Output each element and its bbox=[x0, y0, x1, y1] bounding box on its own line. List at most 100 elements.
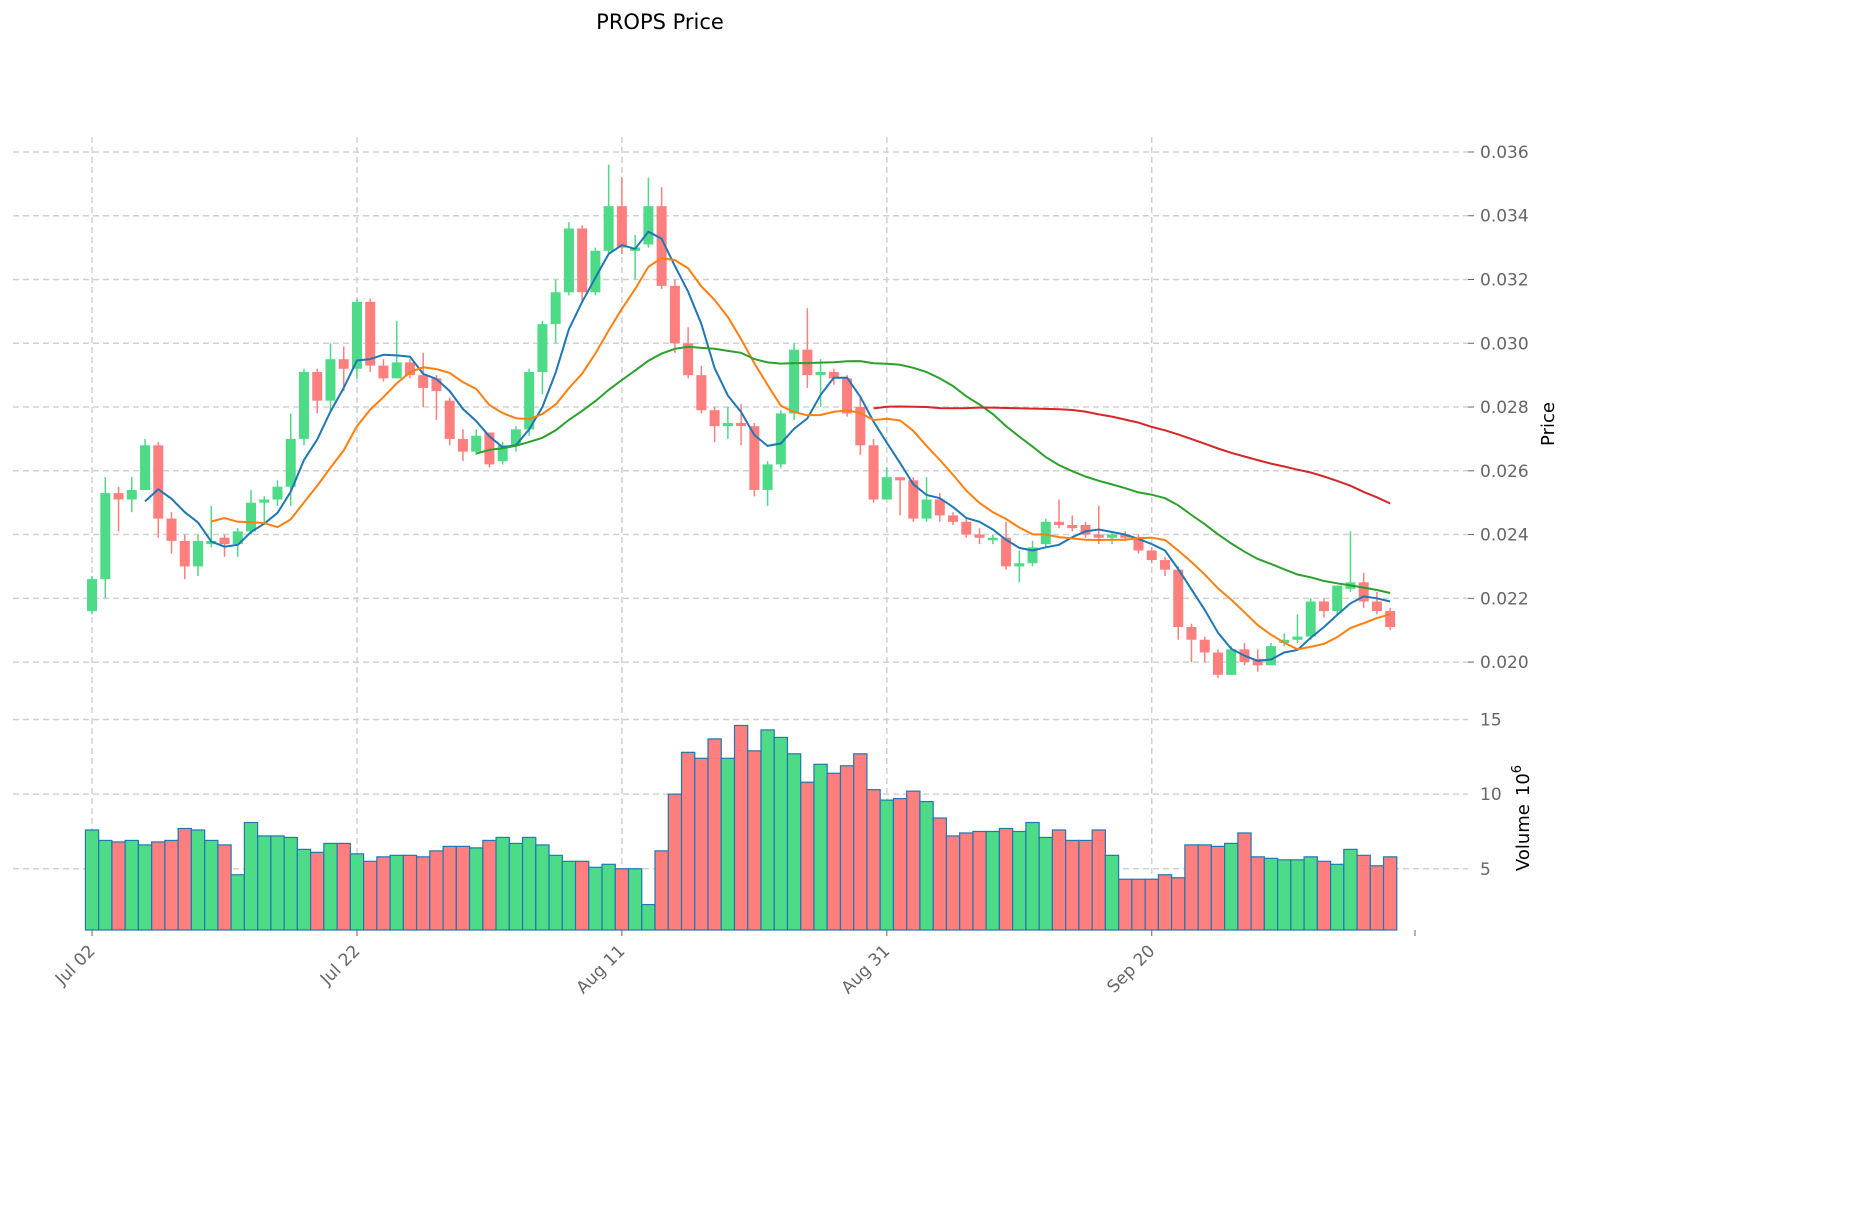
candle bbox=[1358, 572, 1369, 608]
volume-bar bbox=[760, 729, 775, 931]
volume-bar bbox=[998, 827, 1014, 931]
price-axis-ticks: 0.020 0.022 0.024 0.026 0.028 0.030 0.032 0.034… bbox=[1468, 143, 1529, 673]
volume-tick-label: 15 bbox=[1480, 710, 1502, 730]
candle bbox=[1107, 531, 1118, 545]
candle-body bbox=[153, 445, 164, 519]
volume-axis-ticks: 5 10 15 bbox=[1480, 710, 1502, 879]
candle bbox=[1027, 540, 1038, 567]
ma60-line bbox=[873, 405, 1391, 505]
x-tick-label: Sep 20 bbox=[1103, 941, 1159, 997]
volume-bar bbox=[1356, 854, 1371, 931]
volume-bar bbox=[84, 829, 100, 931]
candle bbox=[789, 343, 800, 420]
candle bbox=[457, 429, 468, 462]
volume-bar bbox=[945, 835, 961, 931]
volume-bar bbox=[654, 850, 669, 931]
candle bbox=[298, 368, 309, 446]
volume-bar bbox=[402, 854, 418, 931]
candle bbox=[1332, 585, 1343, 615]
candle bbox=[444, 397, 455, 446]
candle-body bbox=[908, 480, 919, 519]
candle bbox=[881, 467, 892, 500]
volume-bar bbox=[853, 753, 868, 931]
price-tick-label: 0.032 bbox=[1480, 271, 1529, 291]
candle bbox=[1212, 649, 1223, 679]
volume-bar bbox=[1369, 865, 1385, 931]
candle bbox=[418, 352, 429, 408]
candle bbox=[1371, 591, 1382, 615]
candle bbox=[1279, 633, 1290, 647]
candle-body bbox=[948, 515, 959, 522]
volume-bar bbox=[839, 765, 855, 931]
candle bbox=[1014, 550, 1025, 583]
volume-bar bbox=[415, 856, 431, 931]
volume-bar bbox=[1237, 832, 1252, 931]
volume-bar bbox=[548, 854, 563, 931]
candle-body bbox=[881, 477, 892, 500]
volume-bar bbox=[627, 868, 643, 931]
volume-bar bbox=[1025, 821, 1040, 931]
candle-body bbox=[378, 365, 389, 379]
candle-body bbox=[828, 371, 839, 379]
candle-body bbox=[1001, 537, 1012, 567]
candle-body bbox=[272, 486, 283, 500]
candle-body bbox=[868, 445, 879, 500]
candle-body bbox=[1040, 521, 1051, 545]
candle-body bbox=[1173, 569, 1184, 628]
candle-body bbox=[1318, 601, 1329, 612]
candle bbox=[643, 177, 654, 248]
volume-bar bbox=[561, 860, 577, 931]
volume-bar bbox=[283, 836, 298, 931]
price-tick-label: 0.036 bbox=[1480, 143, 1529, 163]
candle-body bbox=[563, 228, 574, 293]
volume-bar bbox=[217, 844, 232, 931]
candle bbox=[1385, 607, 1396, 631]
candle bbox=[630, 234, 641, 280]
volume-bar bbox=[1224, 842, 1239, 931]
candle bbox=[100, 477, 111, 599]
volume-bar bbox=[310, 851, 325, 931]
candle bbox=[193, 534, 204, 576]
volume-bar bbox=[124, 839, 140, 931]
candle-body bbox=[126, 489, 137, 500]
candle bbox=[961, 518, 972, 538]
candle-body bbox=[100, 493, 111, 580]
candle bbox=[948, 512, 959, 525]
volume-bar bbox=[972, 830, 987, 931]
volume-bar bbox=[919, 801, 934, 931]
candle-body bbox=[842, 378, 853, 414]
volume-bar bbox=[574, 860, 590, 931]
candle bbox=[232, 528, 243, 557]
volume-bar bbox=[98, 839, 113, 931]
candle bbox=[1318, 598, 1329, 618]
candle-body bbox=[1120, 534, 1131, 538]
candle-body bbox=[1159, 560, 1170, 570]
candle-body bbox=[696, 375, 707, 411]
candle-body bbox=[1279, 639, 1290, 643]
volume-bar bbox=[137, 844, 153, 931]
volume-bar bbox=[1065, 839, 1080, 931]
candle bbox=[696, 365, 707, 414]
volume-bar bbox=[243, 821, 259, 931]
candle bbox=[1054, 499, 1065, 529]
candle bbox=[1186, 623, 1197, 663]
volume-axis-label: Volume106 bbox=[1510, 765, 1534, 871]
candle-body bbox=[497, 445, 508, 462]
candle-body bbox=[1332, 585, 1343, 612]
volume-bar bbox=[296, 848, 312, 931]
candle bbox=[510, 426, 521, 452]
candle-body bbox=[1358, 582, 1369, 602]
candle bbox=[762, 461, 773, 506]
candle bbox=[497, 442, 508, 465]
volume-bar bbox=[204, 839, 219, 931]
candle bbox=[1159, 556, 1170, 576]
volume-bar bbox=[1303, 856, 1318, 931]
candle bbox=[365, 298, 376, 372]
volume-bar bbox=[959, 832, 974, 931]
volume-bar bbox=[1118, 878, 1133, 931]
volume-bar bbox=[879, 799, 895, 931]
candle bbox=[802, 308, 813, 388]
candle bbox=[325, 343, 336, 411]
candle-body bbox=[524, 371, 535, 430]
